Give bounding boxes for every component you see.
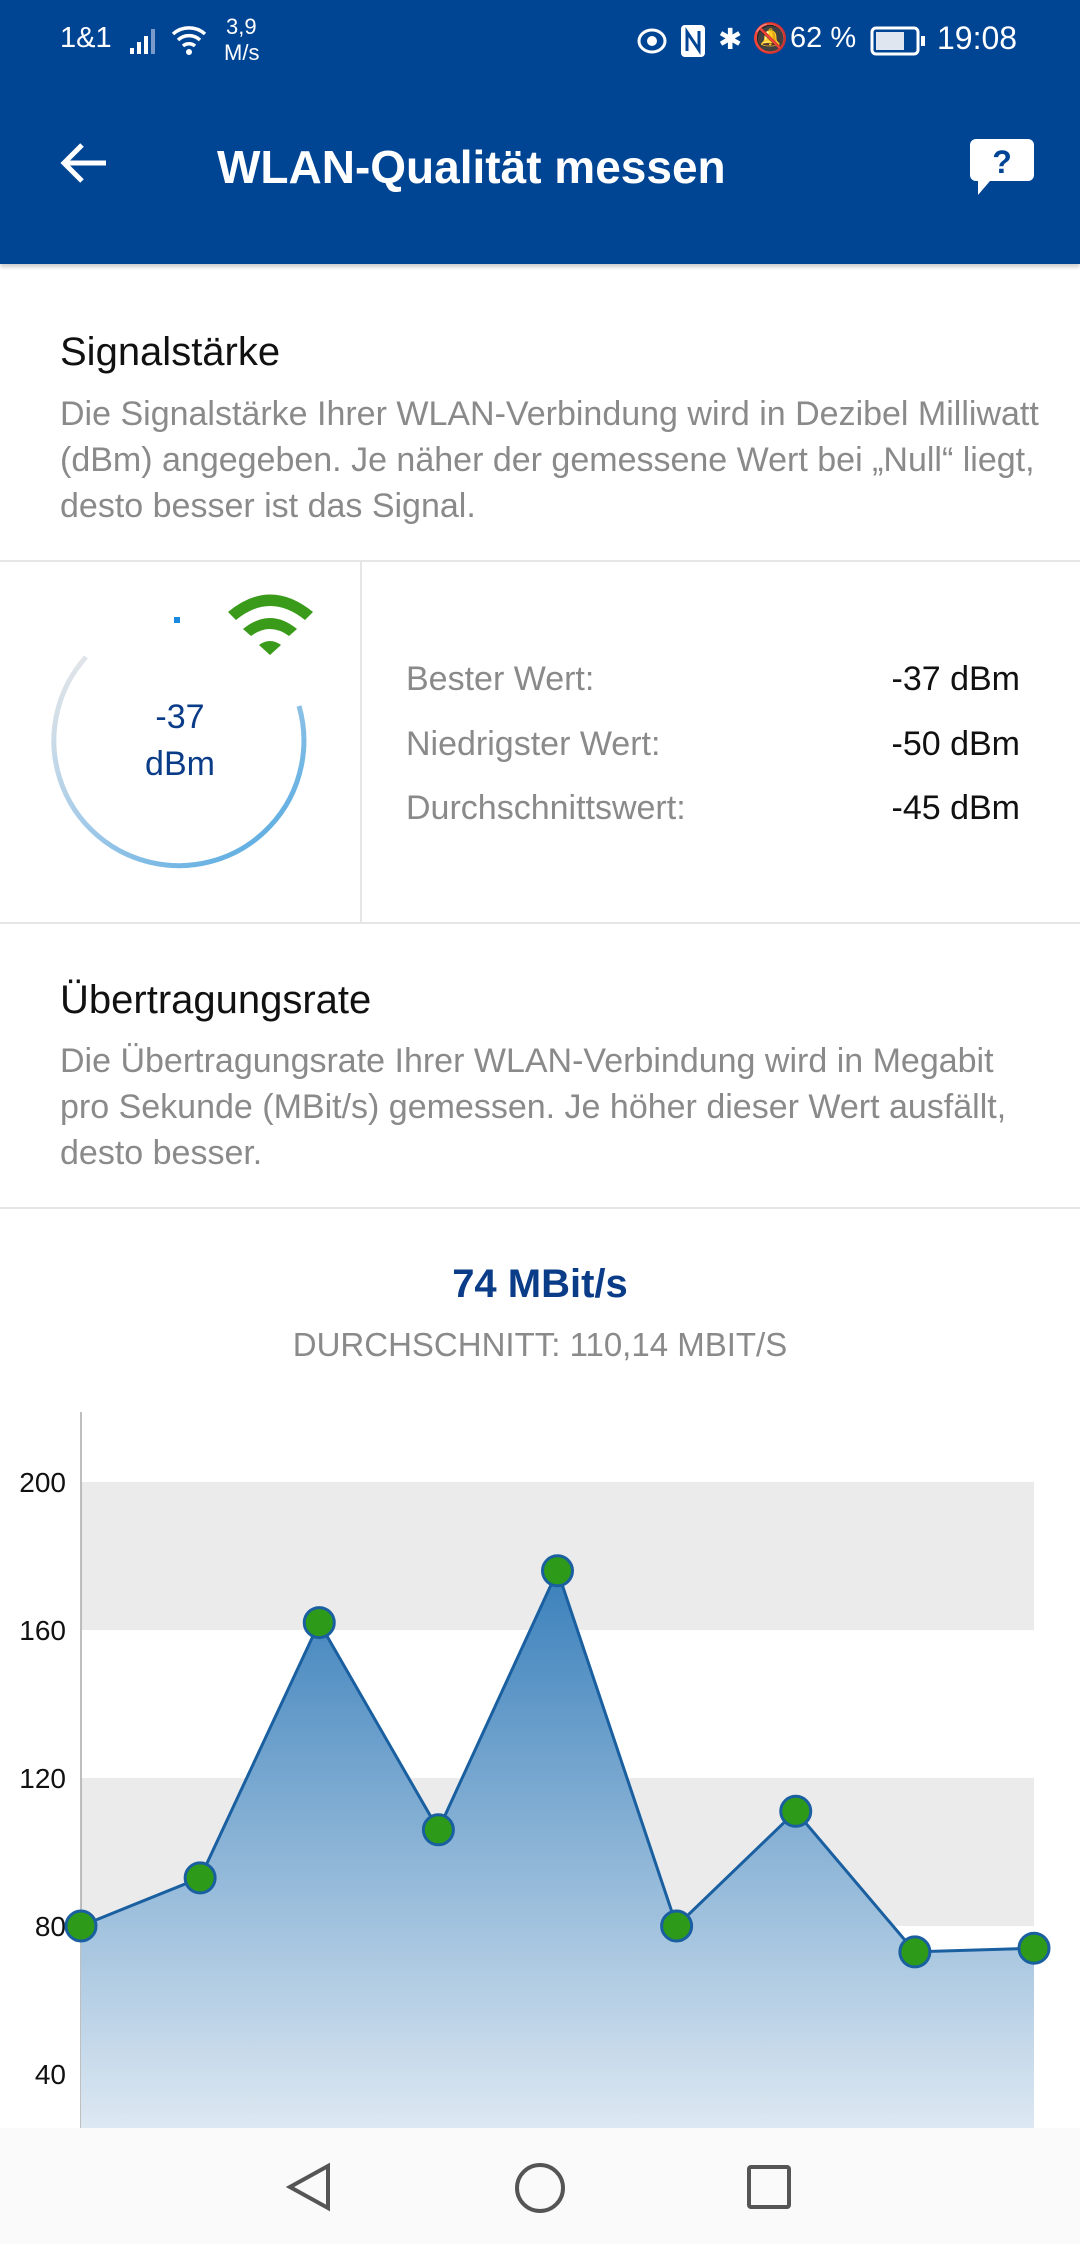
y-tick-label: 200 — [19, 1467, 66, 1498]
y-tick-label: 120 — [19, 1763, 66, 1794]
gauge-value: -37 — [155, 698, 205, 736]
y-tick-label: 40 — [35, 2059, 66, 2090]
data-point — [64, 1909, 98, 1943]
arrow-left-icon[interactable] — [58, 140, 110, 186]
status-bar: 1&1 3,9 M/s ✱ 🔕 62 % 19:08 — [0, 0, 1080, 80]
area-fill — [81, 1570, 1034, 2128]
nav-home-icon[interactable] — [514, 2162, 566, 2214]
current-rate: 74 MBit/s — [452, 1262, 628, 1306]
y-tick-label: 160 — [19, 1615, 66, 1646]
data-point — [898, 1935, 932, 1969]
signal-icon — [130, 29, 155, 54]
y-tick-label: 80 — [35, 1911, 66, 1942]
clock: 19:08 — [937, 20, 1018, 56]
data-point — [302, 1606, 336, 1640]
help-bubble-icon[interactable]: ? — [968, 137, 1036, 199]
data-point — [660, 1909, 694, 1943]
rate-description: Die Übertragungsrate Ihrer WLAN-Verbindu… — [60, 1042, 1007, 1172]
wifi-strength-icon — [228, 594, 313, 655]
data-point — [779, 1794, 813, 1828]
net-speed: 3,9 — [226, 14, 257, 39]
data-point — [421, 1813, 455, 1847]
divider — [360, 562, 362, 922]
nav-recents-icon[interactable] — [746, 2164, 792, 2210]
stat-label: Bester Wert: — [406, 660, 595, 698]
nfc-icon — [681, 25, 705, 57]
divider — [0, 560, 1080, 562]
bell-off-icon: 🔕 — [752, 23, 789, 55]
data-point — [541, 1554, 574, 1588]
eye-icon — [637, 28, 667, 54]
svg-text:?: ? — [992, 144, 1012, 180]
signal-heading: Signalstärke — [60, 330, 281, 374]
signal-gauge — [51, 594, 313, 869]
signal-description: Die Signalstärke Ihrer WLAN-Verbindung w… — [60, 395, 1039, 525]
app-bar: WLAN-Qualität messen ? — [0, 80, 1080, 264]
wifi-icon — [171, 26, 207, 55]
battery-icon — [870, 26, 925, 56]
stat-label: Niedrigster Wert: — [406, 725, 661, 763]
navigation-bar — [0, 2128, 1080, 2244]
battery-level: 62 % — [790, 22, 857, 54]
nav-back-icon[interactable] — [286, 2162, 332, 2212]
stat-value: -50 dBm — [891, 725, 1021, 763]
carrier: 1&1 — [60, 22, 112, 54]
gauge-unit: dBm — [145, 745, 215, 783]
gauge-marker — [174, 617, 180, 623]
data-point — [1017, 1931, 1051, 1965]
page-title: WLAN-Qualität messen — [217, 141, 726, 193]
bluetooth-icon: ✱ — [718, 24, 743, 56]
stat-value: -45 dBm — [891, 789, 1021, 827]
rate-heading: Übertragungsrate — [60, 978, 372, 1022]
divider — [0, 1207, 1080, 1209]
data-point — [183, 1861, 217, 1895]
stat-label: Durchschnittswert: — [406, 789, 686, 827]
rate-chart: 40 80 120 160 200 — [19, 1412, 1051, 2128]
net-speed-unit: M/s — [224, 40, 260, 65]
stat-value: -37 dBm — [891, 660, 1021, 698]
gauge-arc — [51, 655, 307, 869]
divider — [0, 922, 1080, 924]
average-rate: DURCHSCHNITT: 110,14 MBIT/S — [292, 1326, 788, 1363]
